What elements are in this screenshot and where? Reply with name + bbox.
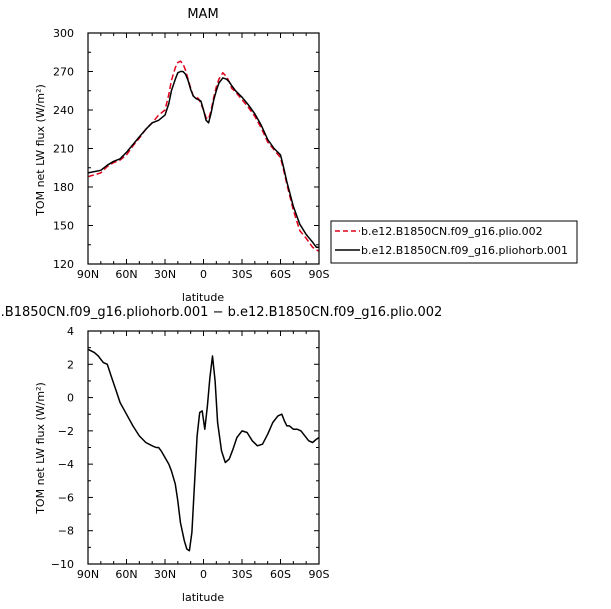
top-y-tick-label: 300 bbox=[53, 27, 74, 40]
bottom-x-tick-label: 0 bbox=[200, 568, 207, 581]
bottom-y-tick-label: −10 bbox=[51, 558, 74, 571]
bottom-y-tick-label: −4 bbox=[58, 458, 74, 471]
top-series-line-1 bbox=[87, 70, 319, 249]
top-y-tick-label: 210 bbox=[53, 143, 74, 156]
bottom-y-tick-label: −2 bbox=[58, 425, 74, 438]
top-y-tick-label: 270 bbox=[53, 66, 74, 79]
top-y-axis-label: TOM net LW flux (W/m²) bbox=[34, 84, 47, 217]
top-x-tick-label: 30S bbox=[232, 268, 253, 281]
legend-label-plio: b.e12.B1850CN.f09_g16.plio.002 bbox=[361, 225, 543, 238]
bottom-series-line-0 bbox=[87, 348, 320, 552]
bottom-series-lines bbox=[87, 348, 320, 552]
top-y-tick-label: 240 bbox=[53, 104, 74, 117]
bottom-y-tick-label: 0 bbox=[67, 392, 74, 405]
bottom-y-tick-label: −6 bbox=[58, 491, 74, 504]
top-plot-frame bbox=[87, 32, 320, 265]
bottom-y-tick-label: 4 bbox=[67, 325, 74, 338]
legend-label-pliohorb: b.e12.B1850CN.f09_g16.pliohorb.001 bbox=[361, 244, 568, 257]
bottom-x-tick-label: 30N bbox=[154, 568, 176, 581]
top-chart-title: MAM bbox=[187, 7, 218, 22]
bottom-chart-title: b.e12.B1850CN.f09_g16.pliohorb.001 − b.e… bbox=[0, 305, 442, 320]
top-x-tick-label: 90S bbox=[309, 268, 330, 281]
top-x-tick-label: 60N bbox=[115, 268, 137, 281]
bottom-x-axis-label: latitude bbox=[182, 591, 224, 604]
top-ticks: 90N 60N 30N 0 30S 60S 90S 120 150 180 210 240 270 300 bbox=[53, 27, 330, 281]
bottom-panel: b.e12.B1850CN.f09_g16.pliohorb.001 − b.e… bbox=[0, 305, 442, 604]
bottom-y-tick-label: −8 bbox=[58, 525, 74, 538]
bottom-x-tick-label: 90N bbox=[77, 568, 99, 581]
top-x-axis-label: latitude bbox=[182, 291, 224, 304]
top-series-lines bbox=[87, 60, 320, 252]
top-y-tick-label: 150 bbox=[53, 220, 74, 233]
top-x-tick-label: 60S bbox=[270, 268, 291, 281]
top-x-tick-label: 90N bbox=[77, 268, 99, 281]
bottom-x-tick-label: 60N bbox=[115, 568, 137, 581]
top-panel: MAM 90N 60N 30N 0 30S 60S 90S 120 150 180 210 240 27… bbox=[34, 7, 330, 304]
bottom-x-tick-label: 90S bbox=[309, 568, 330, 581]
legend: b.e12.B1850CN.f09_g16.plio.002 b.e12.B18… bbox=[330, 220, 578, 264]
top-x-tick-label: 0 bbox=[200, 268, 207, 281]
bottom-plot-frame bbox=[87, 330, 320, 565]
bottom-y-tick-label: 2 bbox=[67, 358, 74, 371]
bottom-y-axis-label: TOM net LW flux (W/m²) bbox=[34, 382, 47, 515]
top-y-tick-label: 120 bbox=[53, 258, 74, 271]
bottom-x-tick-label: 60S bbox=[270, 568, 291, 581]
bottom-x-tick-label: 30S bbox=[232, 568, 253, 581]
legend-box bbox=[330, 220, 578, 264]
top-y-tick-label: 180 bbox=[53, 181, 74, 194]
top-x-tick-label: 30N bbox=[154, 268, 176, 281]
bottom-ticks: 90N 60N 30N 0 30S 60S 90S −10 −8 −6 −4 −2 0 2 4 bbox=[51, 325, 330, 581]
